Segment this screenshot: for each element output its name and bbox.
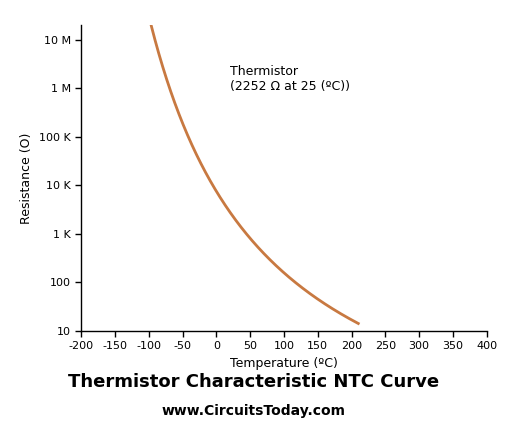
Text: www.CircuitsToday.com: www.CircuitsToday.com — [162, 404, 345, 418]
Text: Thermistor Characteristic NTC Curve: Thermistor Characteristic NTC Curve — [68, 373, 439, 391]
X-axis label: Temperature (ºC): Temperature (ºC) — [230, 357, 338, 370]
Y-axis label: Resistance (O): Resistance (O) — [20, 132, 33, 224]
Text: Thermistor
(2252 Ω at 25 (ºC)): Thermistor (2252 Ω at 25 (ºC)) — [230, 65, 350, 93]
